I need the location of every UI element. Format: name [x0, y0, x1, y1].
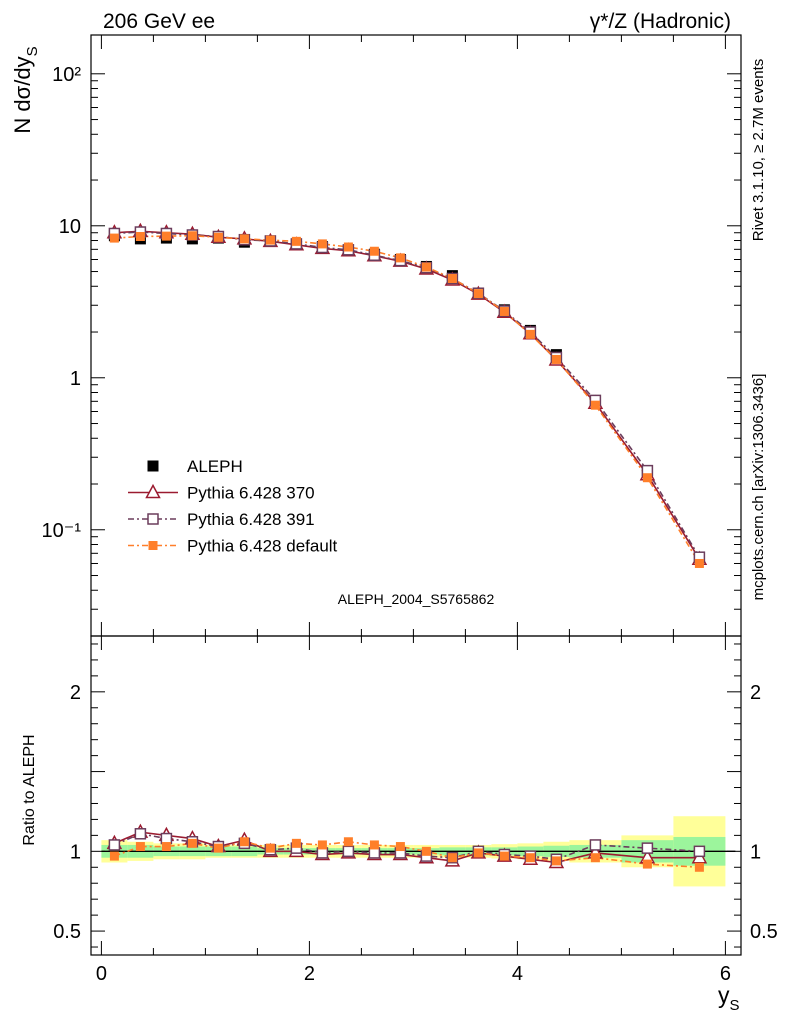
ratio-point-pdef: [213, 843, 223, 853]
upper-plot: 10² 10 1 10⁻¹: [42, 34, 742, 637]
ratio-point-p391: [134, 828, 147, 840]
data-point-pdef: [187, 231, 197, 241]
data-point-pdef: [447, 273, 457, 283]
ratio-point-pdef: [369, 840, 379, 850]
legend-marker-aleph: [147, 460, 159, 472]
ratio-point-pdef: [161, 842, 171, 852]
ratio-point-pdef: [447, 853, 457, 863]
ratio-point-pdef: [642, 859, 652, 869]
ratio-point-pdef: [239, 837, 249, 847]
series-line-pdef: [114, 234, 701, 564]
ratio-point-pdef: [473, 848, 483, 858]
ratio-point-pdef: [135, 842, 145, 852]
ratio-point-pdef: [499, 851, 509, 861]
legend-label-p370: Pythia 6.428 370: [187, 484, 315, 503]
data-point-pdef: [525, 329, 535, 339]
ratio-point-pdef: [187, 838, 197, 848]
ratio-point-p391: [641, 842, 654, 854]
lower-ytick-label-right: 0.5: [750, 921, 778, 943]
ratio-point-p391: [342, 845, 355, 858]
upper-ytick-label: 1: [70, 368, 81, 390]
data-point-pdef: [213, 232, 223, 242]
legend-marker-p391: [147, 513, 159, 525]
data-point-pdef: [694, 558, 704, 568]
ratio-point-pdef: [317, 840, 327, 850]
series-line-p391: [114, 231, 701, 558]
ratio-point-pdef: [291, 838, 301, 848]
data-point-pdef: [291, 236, 301, 246]
data-point-pdef: [343, 242, 353, 252]
lower-ytick-label: 2: [70, 682, 81, 704]
data-point-pdef: [265, 235, 275, 245]
legend-label-aleph: ALEPH: [187, 457, 243, 476]
upper-ytick-label: 10⁻¹: [42, 520, 82, 542]
data-point-pdef: [317, 239, 327, 249]
data-point-pdef: [395, 253, 405, 263]
lower-ytick-label-right: 1: [750, 841, 761, 863]
legend-label-p391: Pythia 6.428 391: [187, 510, 315, 529]
data-point-pdef: [499, 306, 509, 316]
ratio-line-p391: [114, 832, 700, 861]
ratio-point-pdef: [694, 862, 704, 872]
mcplots-label: mcplots.cern.ch [arXiv:1306.3436]: [750, 374, 767, 601]
x-tick-label: 6: [720, 963, 731, 985]
upper-ytick-label: 10²: [52, 64, 81, 86]
ratio-point-p391: [693, 845, 706, 858]
x-tick-label: 4: [512, 963, 523, 985]
data-point-pdef: [135, 232, 145, 242]
data-point-pdef: [421, 262, 431, 272]
lower-ytick-label: 1: [70, 841, 81, 863]
data-point-pdef: [473, 289, 483, 299]
data-point-pdef: [369, 246, 379, 256]
legend: ALEPH Pythia 6.428 370 Pythia 6.428 391 Pyt…: [128, 457, 338, 556]
data-point-pdef: [590, 400, 600, 410]
upper-ytick-label: 10: [59, 216, 81, 238]
analysis-id: ALEPH_2004_S5765862: [338, 591, 495, 607]
upper-ylabel-sub: S: [24, 46, 41, 56]
header-right: γ*/Z (Hadronic): [590, 10, 731, 33]
rivet-label: Rivet 3.1.10, ≥ 2.7M events: [750, 59, 767, 242]
ratio-point-pdef: [590, 853, 600, 863]
data-point-pdef: [239, 234, 249, 244]
data-point-pdef: [642, 473, 652, 483]
x-tick-label: 0: [96, 963, 107, 985]
lower-ytick-label-right: 2: [750, 682, 761, 704]
lower-plot: 2 2 1 1 0.5 0.5 0 2 4 6: [53, 635, 778, 985]
lower-ytick-label: 0.5: [53, 921, 81, 943]
data-point-pdef: [161, 231, 171, 241]
lower-frame: [90, 635, 742, 956]
ratio-point-pdef: [265, 843, 275, 853]
ratio-point-pdef: [551, 856, 561, 866]
ratio-point-pdef: [525, 853, 535, 863]
legend-marker-p370: [145, 483, 161, 499]
ratio-point-p391: [108, 839, 121, 851]
lower-ylabel: Ratio to ALEPH: [21, 734, 38, 845]
upper-ylabel: N dσ/dyS: [10, 46, 41, 133]
data-point-pdef: [109, 233, 119, 243]
ratio-point-p391: [589, 839, 602, 851]
x-axis-label: yS: [718, 982, 740, 1014]
header-left: 206 GeV ee: [103, 10, 215, 33]
ratio-point-pdef: [421, 846, 431, 856]
ratio-line-pdef: [114, 840, 700, 869]
legend-label-pdef: Pythia 6.428 default: [187, 537, 338, 556]
x-tick-label: 2: [304, 963, 315, 985]
legend-marker-pdef: [148, 541, 158, 550]
x-axis-label-sub: S: [730, 997, 740, 1014]
ratio-point-pdef: [109, 851, 119, 861]
ratio-point-pdef: [343, 837, 353, 847]
ratio-point-pdef: [395, 842, 405, 852]
data-point-pdef: [551, 354, 561, 364]
